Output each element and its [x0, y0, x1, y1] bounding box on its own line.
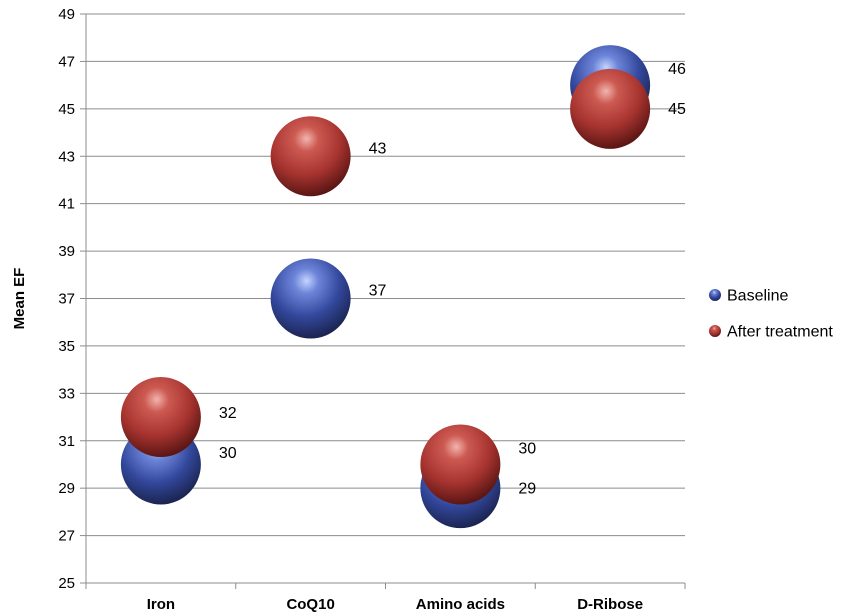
y-tick-label: 25: [58, 575, 75, 592]
bubbles: [120, 45, 651, 529]
y-tick-label: 35: [58, 338, 75, 355]
y-tick-label: 31: [58, 433, 75, 450]
y-tick-label: 29: [58, 480, 75, 497]
data-label: 29: [518, 480, 536, 497]
bubble-baseline: [270, 258, 351, 339]
legend-label: Baseline: [727, 288, 788, 305]
bubble-after-treatment: [270, 116, 351, 197]
y-tick-label: 49: [58, 6, 75, 23]
legend-marker: [709, 325, 721, 337]
legend-label: After treatment: [727, 324, 833, 341]
y-tick-label: 33: [58, 385, 75, 402]
data-label: 45: [668, 101, 686, 118]
bubble-after-treatment: [420, 424, 501, 505]
x-category-label: D-Ribose: [577, 596, 643, 613]
data-label: 30: [219, 445, 237, 462]
y-tick-label: 27: [58, 528, 75, 545]
x-category-label: Iron: [147, 596, 175, 613]
y-tick-label: 37: [58, 291, 75, 308]
legend: Baseline After treatment: [709, 288, 833, 341]
data-labels: 30 32 37 43 29 30 46 45: [219, 61, 686, 497]
y-tick-label: 41: [58, 196, 75, 213]
axes: 25 27 29 31 33 35 37 39 41 43 45 47 49 Iron CoQ10 Amino…: [11, 6, 686, 613]
x-category-label: CoQ10: [286, 596, 334, 613]
data-label: 43: [369, 140, 387, 157]
y-tick-label: 47: [58, 53, 75, 70]
bubble-after-treatment: [570, 68, 651, 149]
y-tick-label: 45: [58, 101, 75, 118]
x-category-label: Amino acids: [416, 596, 505, 613]
y-tick-label: 43: [58, 148, 75, 165]
data-label: 46: [668, 61, 686, 78]
y-axis-title: Mean EF: [11, 268, 28, 330]
data-label: 32: [219, 405, 237, 422]
bubble-after-treatment: [120, 377, 201, 458]
data-label: 30: [518, 440, 536, 457]
data-label: 37: [369, 283, 387, 300]
legend-marker: [709, 289, 721, 301]
y-tick-label: 39: [58, 243, 75, 260]
